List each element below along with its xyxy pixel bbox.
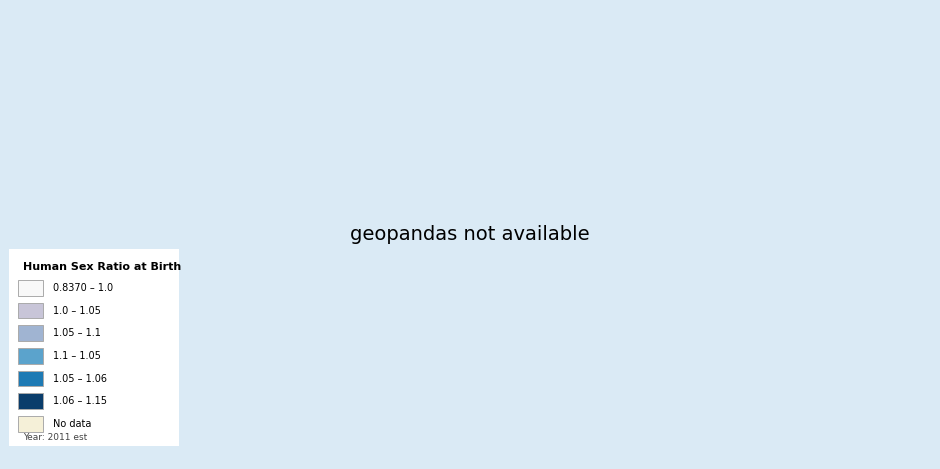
- Text: 1.05 – 1.1: 1.05 – 1.1: [54, 328, 102, 338]
- Text: 1.0 – 1.05: 1.0 – 1.05: [54, 306, 102, 316]
- Text: 1.05 – 1.06: 1.05 – 1.06: [54, 374, 107, 384]
- FancyBboxPatch shape: [18, 416, 43, 432]
- FancyBboxPatch shape: [18, 393, 43, 409]
- FancyBboxPatch shape: [18, 371, 43, 386]
- FancyBboxPatch shape: [18, 348, 43, 364]
- Text: Year: 2011 est: Year: 2011 est: [23, 432, 87, 442]
- Text: Human Sex Ratio at Birth: Human Sex Ratio at Birth: [23, 262, 181, 272]
- Text: 1.06 – 1.15: 1.06 – 1.15: [54, 396, 107, 406]
- Text: 0.8370 – 1.0: 0.8370 – 1.0: [54, 283, 114, 293]
- FancyBboxPatch shape: [18, 280, 43, 296]
- FancyBboxPatch shape: [18, 325, 43, 341]
- Text: geopandas not available: geopandas not available: [351, 225, 589, 244]
- Text: 1.1 – 1.05: 1.1 – 1.05: [54, 351, 102, 361]
- FancyBboxPatch shape: [18, 303, 43, 318]
- FancyBboxPatch shape: [6, 245, 182, 449]
- Text: No data: No data: [54, 419, 92, 429]
